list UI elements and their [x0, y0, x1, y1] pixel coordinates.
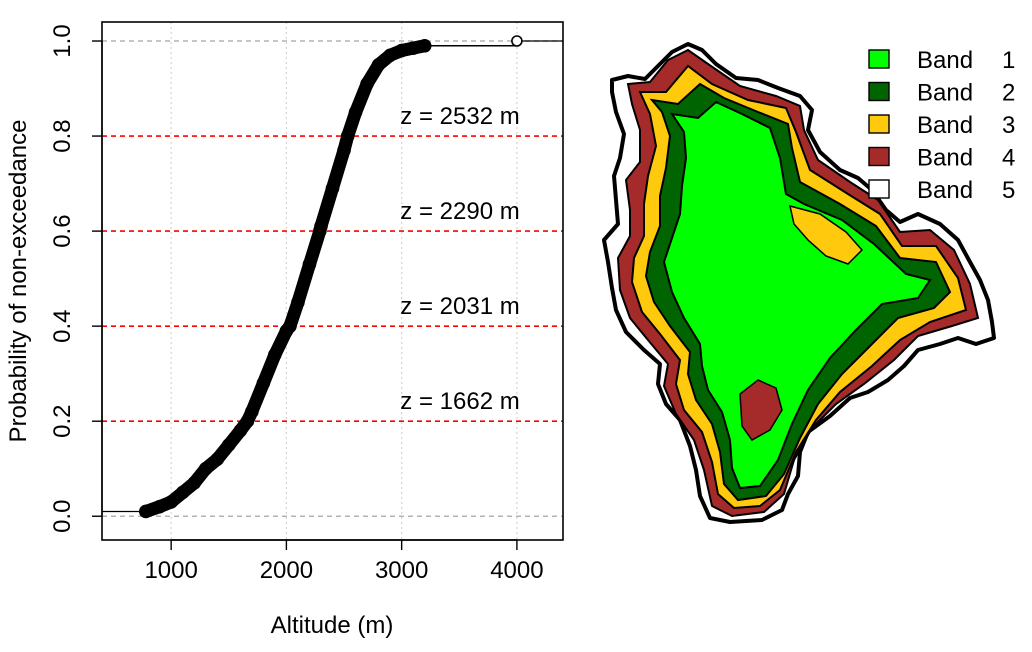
grid-lines [170, 22, 518, 540]
legend: Band 1 Band 2 Band 3 Band 4 Band 5 [868, 47, 1015, 204]
data-point [221, 438, 236, 452]
legend-label: Band [917, 177, 973, 204]
data-point [187, 476, 201, 490]
data-point [210, 452, 225, 467]
data-point [138, 504, 153, 519]
legend-label: Band [917, 112, 973, 139]
y-tick-label: 0.4 [49, 309, 76, 342]
x-tick-label: 2000 [260, 557, 313, 584]
cdf-chart: z = 1662 m z = 2031 m z = 2290 m z = 2532 m… [5, 21, 564, 639]
x-axis-label: Altitude (m) [271, 612, 394, 639]
data-points [102, 35, 563, 519]
x-tick-label: 4000 [490, 557, 543, 584]
data-point [406, 41, 420, 55]
data-point [233, 423, 248, 438]
data-point [340, 129, 355, 143]
threshold-label: z = 2290 m [400, 198, 519, 225]
data-point [360, 76, 374, 91]
band-map [602, 42, 996, 524]
y-tick-label: 1.0 [49, 24, 76, 57]
legend-number: 5 [1002, 177, 1015, 204]
x-tick-label: 3000 [375, 557, 428, 584]
x-tick-label: 1000 [144, 557, 197, 584]
threshold-labels: z = 1662 m z = 2031 m z = 2290 m z = 2532 m [400, 103, 519, 415]
legend-number: 4 [1002, 145, 1015, 172]
data-point [164, 495, 178, 509]
data-point [256, 376, 271, 390]
legend-swatch [868, 114, 890, 134]
legend-number: 1 [1002, 47, 1015, 74]
band-1-region [662, 100, 932, 490]
threshold-label: z = 2031 m [400, 293, 519, 320]
legend-number: 3 [1002, 112, 1015, 139]
data-point [291, 295, 305, 310]
data-point [348, 105, 363, 120]
threshold-lines [102, 40, 563, 517]
legend-number: 2 [1002, 80, 1015, 107]
data-point [417, 38, 432, 53]
band-3-inner-arm [788, 204, 864, 265]
y-tick-label: 0.0 [49, 500, 76, 533]
data-point [511, 35, 523, 47]
cdf-curve [139, 39, 432, 518]
data-point [152, 499, 167, 514]
data-point [325, 181, 340, 196]
data-point [245, 404, 259, 419]
threshold-label: z = 1662 m [400, 388, 519, 415]
data-point [383, 48, 397, 63]
data-point [175, 485, 190, 500]
x-axis: 1000 2000 3000 4000 [144, 539, 544, 584]
legend-swatch [868, 146, 890, 167]
legend-label: Band [917, 80, 973, 107]
legend-swatch [868, 179, 890, 199]
legend-swatch [868, 49, 890, 69]
data-point [198, 461, 213, 476]
band-4-inner-arm [739, 379, 783, 441]
data-point [371, 57, 386, 72]
legend-swatch [868, 81, 890, 102]
data-point [394, 43, 409, 58]
y-tick-label: 0.2 [49, 405, 76, 438]
y-tick-label: 0.6 [49, 214, 76, 247]
data-point [337, 143, 351, 158]
y-tick-label: 0.8 [49, 119, 76, 152]
threshold-label: z = 2532 m [400, 103, 519, 130]
data-point [283, 319, 297, 333]
data-point [268, 347, 282, 362]
data-point [302, 257, 317, 272]
y-axis-label: Probability of non-exceedance [5, 120, 32, 443]
data-point [314, 219, 328, 234]
legend-label: Band [917, 47, 973, 74]
y-axis: 0.0 0.2 0.4 0.6 0.8 1.0 [49, 24, 103, 533]
legend-label: Band [917, 145, 973, 172]
